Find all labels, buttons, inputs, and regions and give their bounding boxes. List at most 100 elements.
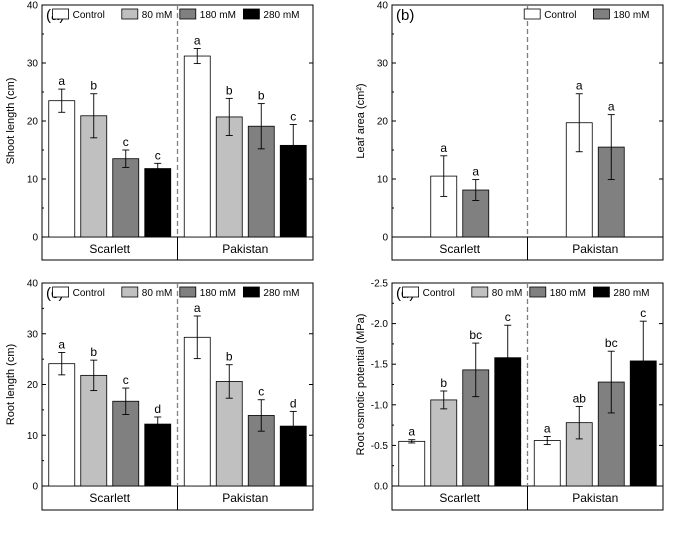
legend-swatch [529, 286, 547, 298]
bar [112, 400, 140, 487]
bar [80, 374, 108, 487]
legend-label: 280 mM [613, 288, 649, 299]
legend-swatch [242, 286, 260, 298]
y-axis-label: Leaf area (cm²) [355, 83, 367, 158]
y-axis-label: Root osmotic potential (MPa) [355, 314, 367, 456]
category-label: Pakistan [572, 491, 618, 505]
legend-label: 180 mM [200, 10, 236, 21]
y-axis-label: Shoot length (cm) [5, 78, 17, 165]
y-tick-label: 10 [377, 175, 389, 186]
legend-label: 180 mM [200, 288, 236, 299]
bar [279, 144, 307, 238]
significance-letter: c [505, 310, 511, 324]
significance-letter: a [58, 338, 65, 352]
legend-swatch [179, 286, 197, 298]
significance-letter: d [154, 402, 161, 416]
bar [215, 381, 243, 487]
significance-letter: a [544, 421, 551, 435]
panel-label: (b) [396, 7, 414, 24]
significance-letter: a [194, 301, 201, 315]
significance-letter: b [226, 83, 233, 97]
significance-letter: a [58, 74, 65, 88]
category-label: Scarlett [89, 491, 130, 505]
bar [398, 440, 426, 487]
legend-swatch [593, 286, 610, 298]
y-tick-label: 40 [27, 279, 39, 290]
legend-swatch [523, 8, 541, 20]
chart-panel-b: 0 10 20 30 40 Leaf area (cm²) (b) Scarlett Pakis… [355, 1, 664, 261]
significance-letter: a [408, 425, 415, 439]
y-tick-label: -2.5 [371, 279, 389, 290]
y-tick-label: 30 [27, 59, 39, 70]
bar [48, 100, 76, 238]
y-tick-label: 20 [27, 380, 39, 391]
legend-label: 280 mM [263, 288, 299, 299]
significance-letter: a [576, 79, 583, 93]
y-tick-label: 30 [27, 329, 39, 340]
y-tick-label: 10 [27, 175, 39, 186]
legend-swatch [52, 286, 69, 298]
y-tick-label: 20 [377, 117, 389, 128]
legend-label: Control [73, 288, 105, 299]
bar [112, 158, 140, 238]
y-tick-label: 0 [32, 482, 38, 493]
significance-letter: d [290, 396, 297, 410]
legend-swatch [402, 286, 420, 298]
legend-label: 280 mM [263, 10, 299, 21]
significance-letter: c [290, 109, 296, 123]
legend-swatch [121, 8, 139, 20]
y-tick-label: 0 [32, 233, 38, 244]
significance-letter: b [258, 89, 265, 103]
significance-letter: a [194, 34, 201, 48]
bar [144, 423, 172, 487]
y-tick-label: 40 [27, 1, 39, 12]
category-label: Scarlett [439, 242, 480, 256]
y-tick-label: 10 [27, 431, 39, 442]
legend-label: 180 mM [613, 10, 649, 21]
significance-letter: a [440, 141, 447, 155]
significance-letter: c [258, 385, 264, 399]
bar [533, 440, 561, 487]
legend-label: Control [73, 10, 105, 21]
significance-letter: c [640, 306, 646, 320]
bar [144, 168, 172, 238]
significance-letter: b [90, 79, 97, 93]
y-tick-label: -2.0 [371, 319, 389, 330]
y-tick-label: 20 [27, 117, 39, 128]
y-tick-label: -1.5 [371, 360, 389, 371]
significance-letter: c [123, 135, 129, 149]
legend-swatch [593, 8, 610, 20]
y-tick-label: -1.0 [371, 400, 389, 411]
legend-label: 80 mM [142, 10, 173, 21]
significance-letter: c [155, 148, 161, 162]
legend-label: 180 mM [550, 288, 586, 299]
y-tick-label: 0.0 [374, 482, 388, 493]
category-label: Pakistan [572, 242, 618, 256]
significance-letter: b [226, 350, 233, 364]
legend-label: 80 mM [492, 288, 523, 299]
significance-letter: bc [469, 328, 482, 342]
category-label: Pakistan [222, 491, 268, 505]
legend-swatch [52, 8, 69, 20]
category-label: Scarlett [89, 242, 130, 256]
bar [215, 116, 243, 238]
y-tick-label: -0.5 [371, 441, 389, 452]
legend-swatch [121, 286, 139, 298]
significance-letter: a [608, 100, 615, 114]
significance-letter: b [440, 376, 447, 390]
significance-letter: c [123, 373, 129, 387]
bar [48, 363, 76, 487]
bar [183, 336, 211, 487]
significance-letter: a [472, 165, 479, 179]
category-label: Scarlett [439, 491, 480, 505]
chart-panel-d: 0.0 -0.5 -1.0 -1.5 -2.0 -2.5 Root osmotic pote… [355, 279, 664, 511]
legend-label: Control [423, 288, 455, 299]
legend-label: 80 mM [142, 288, 173, 299]
y-axis-label: Root length (cm) [5, 344, 17, 425]
legend-swatch [242, 8, 260, 20]
bar [597, 381, 625, 487]
y-tick-label: 30 [377, 59, 389, 70]
bar [183, 55, 211, 238]
